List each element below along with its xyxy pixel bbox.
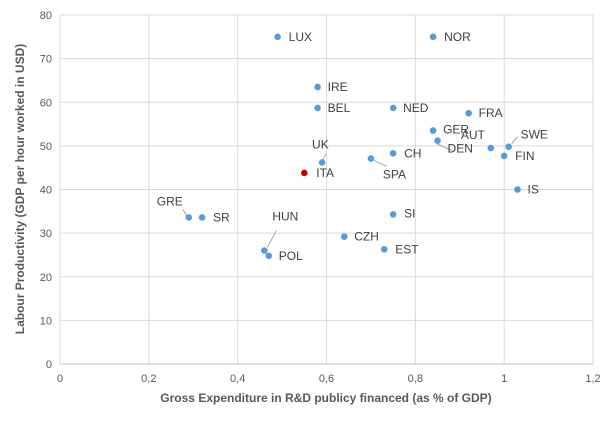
point-den bbox=[434, 137, 441, 144]
label-ger: GER bbox=[443, 123, 469, 137]
label-aut: AUT bbox=[461, 128, 486, 142]
point-uk bbox=[318, 159, 326, 166]
point-si bbox=[389, 211, 397, 218]
x-axis-ticks: 0 0,2 0,4 0,6 0,8 1 1,2 bbox=[57, 373, 601, 385]
label-ire: IRE bbox=[328, 80, 348, 94]
x-tick-label: 0,8 bbox=[408, 373, 423, 385]
label-gre: GRE bbox=[157, 194, 183, 208]
leader-line-swe bbox=[511, 136, 518, 145]
label-is: IS bbox=[527, 183, 538, 197]
x-axis-title: Gross Expenditure in R&D publicy finance… bbox=[160, 391, 491, 405]
leader-line-spa bbox=[373, 160, 388, 167]
label-hun: HUN bbox=[272, 210, 298, 224]
label-bel: BEL bbox=[328, 101, 351, 115]
label-spa: SPA bbox=[383, 168, 406, 182]
leader-line-uk bbox=[322, 153, 327, 160]
leader-lines bbox=[182, 136, 518, 248]
y-axis-ticks: 0 10 20 30 40 50 60 70 80 bbox=[40, 10, 52, 371]
point-ch bbox=[389, 149, 397, 157]
label-nor: NOR bbox=[444, 30, 471, 44]
y-tick-label: 30 bbox=[40, 228, 52, 240]
label-uk: UK bbox=[312, 137, 329, 151]
leader-line-hun bbox=[266, 230, 277, 248]
x-tick-label: 0,6 bbox=[319, 373, 334, 385]
y-axis-title: Labour Productivity (GDP per hour worked… bbox=[13, 44, 27, 334]
point-pol bbox=[265, 252, 273, 260]
point-ita bbox=[300, 169, 308, 177]
data-points bbox=[185, 33, 521, 260]
y-tick-label: 60 bbox=[40, 97, 52, 109]
label-ned: NED bbox=[403, 101, 429, 115]
label-den: DEN bbox=[448, 142, 473, 156]
x-tick-label: 0,2 bbox=[141, 373, 156, 385]
gridlines bbox=[59, 14, 594, 365]
point-is bbox=[514, 186, 521, 193]
x-tick-label: 0,4 bbox=[230, 373, 245, 385]
y-tick-label: 40 bbox=[40, 185, 52, 197]
point-ire bbox=[314, 83, 321, 91]
label-lux: LUX bbox=[289, 30, 312, 44]
label-fra: FRA bbox=[479, 106, 503, 120]
y-tick-label: 10 bbox=[40, 315, 52, 327]
point-sr bbox=[198, 214, 206, 221]
point-swe bbox=[505, 143, 512, 151]
point-fra bbox=[465, 109, 472, 117]
leader-line-gre bbox=[182, 209, 188, 216]
label-est: EST bbox=[395, 242, 419, 256]
label-si: SI bbox=[404, 206, 415, 220]
point-ger bbox=[429, 127, 437, 134]
label-pol: POL bbox=[279, 249, 303, 263]
point-czh bbox=[340, 233, 348, 240]
label-sr: SR bbox=[213, 210, 230, 224]
point-gre bbox=[185, 214, 193, 221]
leader-line-den bbox=[436, 143, 453, 152]
point-spa bbox=[367, 155, 375, 162]
y-tick-label: 0 bbox=[46, 359, 52, 371]
point-nor bbox=[429, 33, 437, 41]
y-tick-label: 50 bbox=[40, 141, 52, 153]
point-lux bbox=[274, 33, 281, 41]
label-ch: CH bbox=[404, 146, 421, 160]
label-czh: CZH bbox=[354, 230, 379, 244]
label-ita: ITA bbox=[316, 166, 334, 180]
y-tick-label: 80 bbox=[40, 10, 52, 22]
y-tick-label: 70 bbox=[40, 54, 52, 66]
point-hun bbox=[261, 247, 268, 254]
point-est bbox=[380, 245, 388, 253]
x-tick-label: 1 bbox=[501, 373, 507, 385]
point-bel bbox=[314, 104, 321, 112]
x-tick-label: 0 bbox=[57, 373, 63, 385]
label-swe: SWE bbox=[521, 128, 548, 142]
y-tick-label: 20 bbox=[40, 272, 52, 284]
point-fin bbox=[500, 152, 508, 160]
x-tick-label: 1,2 bbox=[585, 373, 600, 385]
point-aut bbox=[487, 144, 495, 152]
point-ned bbox=[389, 104, 397, 112]
label-fin: FIN bbox=[515, 149, 534, 163]
